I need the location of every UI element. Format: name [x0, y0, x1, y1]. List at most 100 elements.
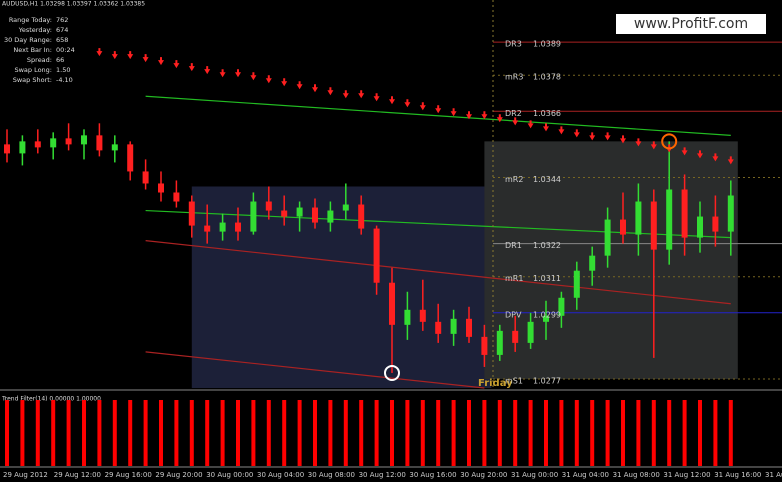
signal-arrow — [727, 156, 734, 165]
info-value: 00:24 — [56, 46, 75, 54]
indicator-bar — [251, 400, 256, 466]
info-value: 1.50 — [56, 66, 70, 74]
signal-arrow — [681, 147, 688, 156]
indicator-bar — [636, 400, 641, 466]
indicator-bar — [621, 400, 625, 466]
indicator-bar — [574, 400, 579, 466]
info-label: 30 Day Range: — [4, 36, 52, 44]
indicator-bar — [328, 400, 333, 466]
candle-body — [34, 141, 41, 148]
indicator-bar — [590, 400, 595, 466]
candle-body — [281, 210, 288, 217]
info-label: Swap Short: — [13, 76, 52, 84]
indicator-bar — [5, 400, 9, 466]
signal-arrow — [450, 108, 457, 117]
indicator-bar — [282, 400, 287, 466]
indicator-bar — [682, 400, 687, 466]
signal-arrow — [173, 60, 180, 69]
info-panel — [0, 10, 88, 94]
x-tick-label: 30 Aug 00:00 — [206, 471, 253, 479]
candle-body — [358, 204, 365, 229]
candle-body — [81, 135, 87, 145]
x-tick-label: 31 Aug 04:00 — [562, 471, 609, 479]
signal-arrow — [573, 129, 580, 138]
x-tick-label: 31 Aug 12:00 — [663, 471, 710, 479]
signal-arrow — [373, 93, 380, 102]
signal-arrow — [127, 51, 134, 60]
indicator-bar — [189, 400, 194, 466]
candle-body — [219, 222, 226, 232]
candle-body — [111, 144, 118, 151]
signal-arrow — [543, 123, 549, 132]
indicator-bar — [420, 400, 425, 466]
indicator-bar — [97, 400, 102, 466]
signal-arrow — [635, 138, 642, 147]
candle-body — [481, 336, 488, 355]
info-value: 66 — [56, 56, 64, 64]
trend-line — [145, 351, 485, 389]
indicator-bar — [143, 400, 148, 466]
x-tick-label: 29 Aug 16:00 — [105, 471, 152, 479]
info-label: Spread: — [27, 56, 52, 64]
signal-arrow — [481, 111, 488, 120]
signal-arrow — [111, 51, 118, 60]
signal-arrow — [389, 96, 395, 105]
indicator-bar — [667, 400, 672, 466]
indicator-bar — [390, 400, 394, 466]
signal-arrow — [281, 78, 288, 87]
signal-arrow — [204, 66, 211, 75]
level-value: 1.0277 — [533, 376, 561, 385]
signal-arrow — [312, 84, 318, 93]
indicator-bar — [66, 400, 71, 466]
info-label: Next Bar In: — [13, 46, 52, 54]
indicator-bar — [174, 400, 179, 466]
candle-body — [158, 183, 164, 193]
candle-body — [373, 228, 380, 283]
signal-arrow — [158, 57, 164, 66]
indicator-bar — [220, 400, 225, 466]
candle-body — [527, 321, 534, 343]
signal-arrow — [435, 105, 442, 114]
session-box — [484, 141, 738, 379]
indicator-bar — [467, 400, 471, 466]
level-name: mR3 — [505, 73, 523, 82]
candle-body — [496, 330, 503, 355]
candle-body — [265, 201, 272, 211]
signal-arrow — [358, 90, 365, 99]
session-box — [191, 186, 492, 388]
indicator-bar — [713, 400, 718, 466]
plot — [4, 48, 734, 381]
indicator-bar — [559, 400, 564, 466]
candle-body — [327, 210, 334, 223]
signal-arrow — [142, 54, 149, 63]
indicator-bar — [405, 400, 410, 466]
signal-arrow — [558, 126, 565, 135]
candle-body — [142, 171, 149, 184]
indicator-bar — [544, 400, 548, 466]
signal-arrow — [650, 141, 657, 150]
indicator-bar — [128, 400, 133, 466]
signal-arrow — [219, 69, 226, 78]
level-name: DR1 — [505, 241, 522, 250]
level-value: 1.0389 — [533, 40, 561, 49]
candle-body — [635, 201, 642, 235]
signal-arrow — [342, 90, 349, 99]
candle-body — [342, 204, 349, 211]
candle-body — [19, 141, 26, 154]
watermark: www.ProfitF.com — [634, 16, 748, 32]
signal-arrow — [188, 63, 195, 72]
indicator-bar — [497, 400, 502, 466]
signal-arrow — [697, 150, 703, 159]
candle-body — [512, 330, 519, 343]
level-value: 1.0378 — [533, 73, 561, 82]
level-value: 1.0311 — [533, 274, 561, 283]
signal-arrow — [419, 102, 426, 111]
info-label: Range Today: — [9, 16, 52, 24]
signal-arrow — [527, 120, 534, 129]
x-tick-label: 29 Aug 12:00 — [54, 471, 101, 479]
indicator-bar — [436, 400, 441, 466]
signal-arrow — [466, 111, 472, 120]
x-tick-label: 31 Aug 20:00 — [765, 471, 782, 479]
marker — [661, 133, 678, 150]
watermark-box — [616, 14, 766, 34]
